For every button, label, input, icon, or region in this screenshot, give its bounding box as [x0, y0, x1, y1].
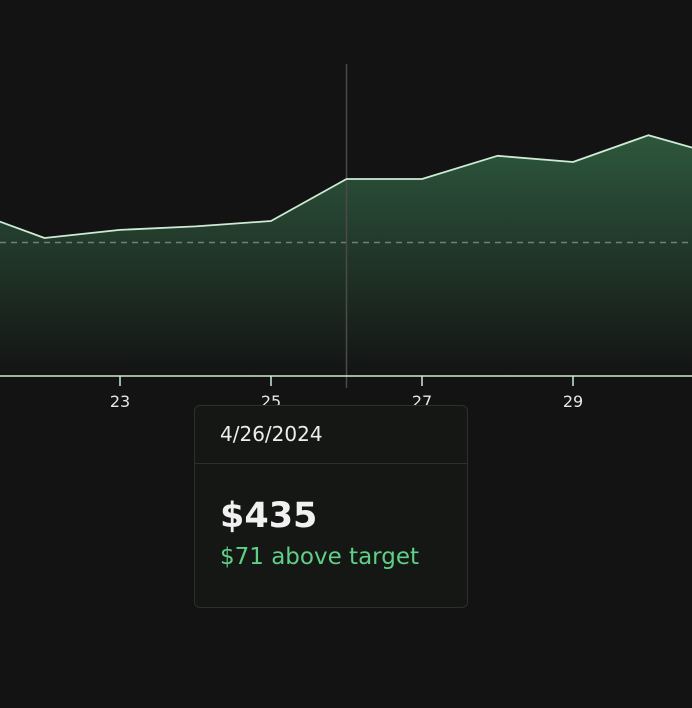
chart-tooltip: 4/26/2024 $435 $71 above target — [194, 405, 468, 608]
tooltip-body: $435 $71 above target — [195, 464, 467, 572]
x-tick-label: 29 — [563, 392, 583, 411]
data-point — [570, 159, 576, 165]
tooltip-date: 4/26/2024 — [195, 406, 467, 464]
data-point — [117, 227, 123, 233]
data-point — [646, 132, 652, 138]
data-point — [268, 218, 274, 224]
data-point — [344, 176, 350, 182]
plot-area: 23 25 27 29 — [0, 64, 692, 411]
data-point — [42, 235, 48, 241]
series-line — [0, 134, 692, 239]
data-point — [419, 176, 425, 182]
data-point — [495, 153, 501, 159]
x-tick-label: 23 — [110, 392, 130, 411]
tooltip-value: $435 — [220, 496, 318, 536]
tooltip-delta-text: $71 above target — [220, 544, 419, 570]
data-point — [193, 223, 199, 229]
